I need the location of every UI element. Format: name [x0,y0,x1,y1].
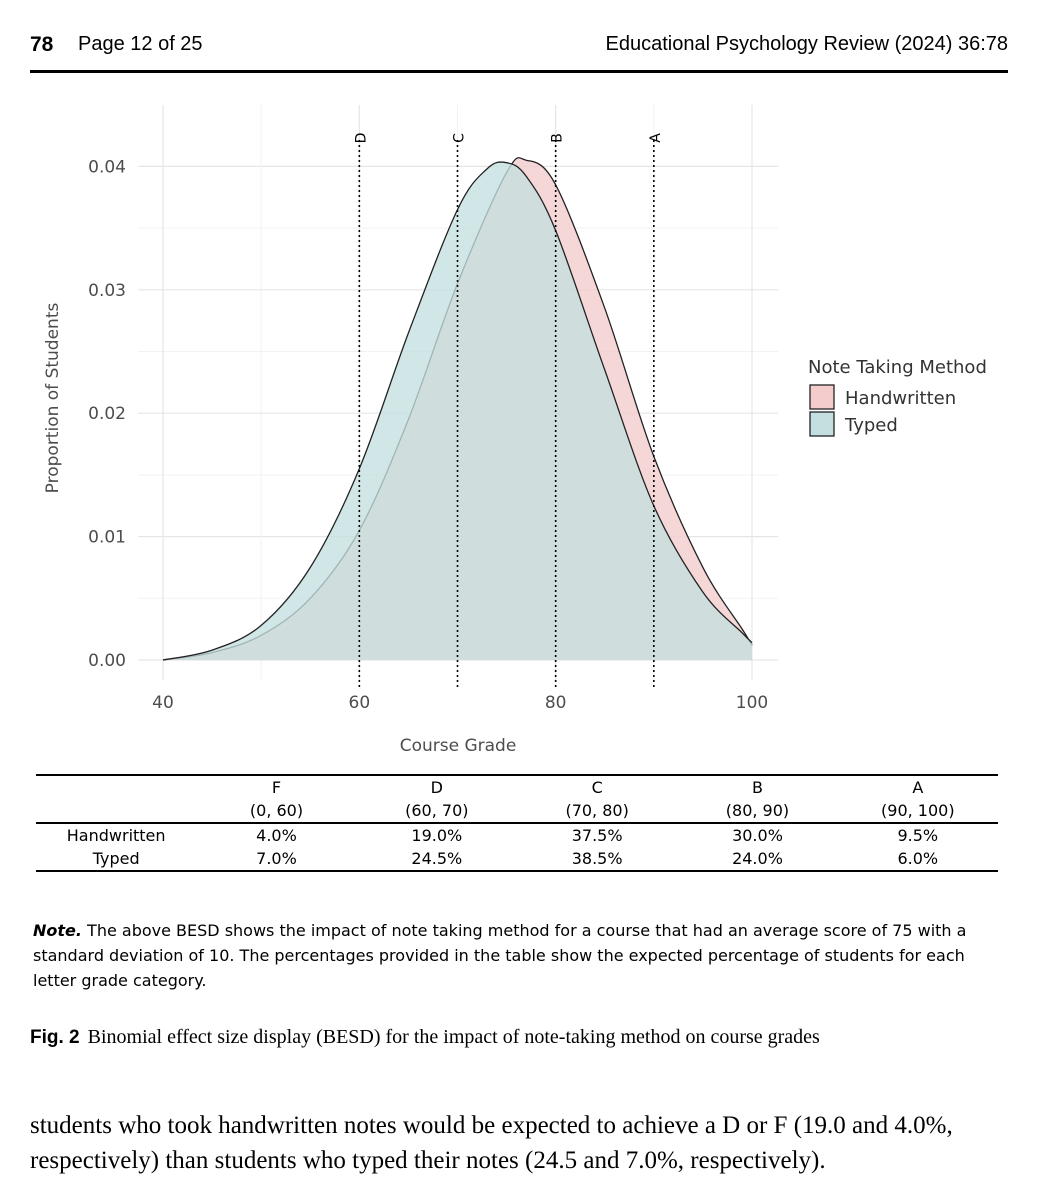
caption-text: Binomial effect size display (BESD) for … [87,1026,820,1048]
x-tick-label: 100 [736,693,768,713]
table-cell: 38.5% [516,847,678,872]
grade-range: (90, 100) [837,799,998,824]
y-tick-label: 0.04 [88,157,126,177]
table-cell: 37.5% [571,826,623,845]
legend-title: Note Taking Method [808,357,987,378]
grade-range: (60, 70) [356,799,517,824]
table-grade-row: F D C B A [36,776,998,799]
x-tick-label: 80 [545,693,567,713]
grade-header: D [430,778,443,797]
grade-header: B [751,778,763,797]
page-header: 78 Page 12 of 25 Educational Psychology … [30,33,1008,63]
grade-range: (80, 90) [677,799,838,824]
y-tick-label: 0.03 [88,281,126,301]
y-tick-label: 0.02 [88,404,126,424]
figure-note: Note. The above BESD shows the impact of… [33,918,1008,993]
x-tick-label: 60 [349,693,371,713]
table-cell: 7.0% [196,847,357,872]
note-label: Note. [33,921,82,940]
body-paragraph: students who took handwritten notes woul… [30,1112,953,1174]
figure-label: Fig. 2 [30,1027,80,1048]
x-axis-title: Course Grade [400,736,517,756]
table-cell: 30.0% [732,826,783,845]
y-tick-label: 0.00 [88,651,126,671]
table-cell: 24.5% [356,847,517,872]
table-cell: 19.0% [411,826,463,845]
figure-caption: Fig. 2 Binomial effect size display (BESD… [30,1026,1010,1049]
density-chart: D C B A 0.00 0.01 0.02 0.03 0.04 40 60 80 100 Course … [43,105,987,756]
table-cell: 4.0% [256,826,297,845]
density-line-typed [162,161,753,661]
y-axis-title: Proportion of Students [43,303,63,494]
cutoff-label: D [353,133,369,144]
page-count: Page 12 of 25 [78,33,203,55]
cutoff-label: B [550,133,566,143]
table-row: Typed 7.0% 24.5% 38.5% 24.0% 6.0% [36,847,998,872]
grade-range: (70, 80) [516,799,678,824]
page-number: 78 [30,33,54,56]
table-row: Handwritten 4.0% 19.0% 37.5% 30.0% 9.5% [36,823,998,847]
cutoff-label: A [648,133,664,143]
header-rule [30,70,1008,73]
table-cell: 6.0% [837,847,998,872]
table-cell: 24.0% [677,847,838,872]
table-cell: 9.5% [897,826,939,845]
x-tick-label: 40 [152,693,174,713]
row-label: Handwritten [66,826,166,845]
row-label: Typed [36,847,197,872]
table-range-row: (0, 60) (60, 70) (70, 80) (80, 90) (90, … [36,799,998,824]
grade-header: A [912,778,924,797]
cutoff-label: C [452,133,468,143]
legend-swatch [809,384,835,410]
legend-label: Handwritten [845,388,956,409]
grade-header: F [271,778,282,797]
note-text: The above BESD shows the impact of note … [33,921,967,990]
legend-swatch [809,411,835,437]
y-tick-label: 0.01 [88,528,126,548]
legend-label: Typed [844,415,898,436]
grade-header: C [591,778,603,797]
journal-title: Educational Psychology Review (2024) 36:… [605,33,1008,55]
besd-table: F D C B A (0, 60) (60, 70) (70, 80) (80,… [36,774,998,872]
grade-range: (0, 60) [196,799,357,824]
